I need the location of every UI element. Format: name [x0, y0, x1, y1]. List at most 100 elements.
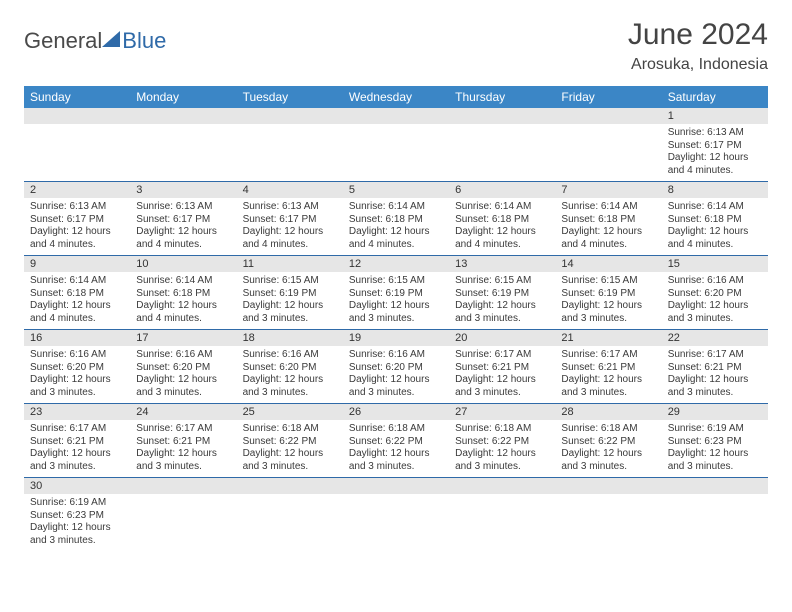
daylight-text: Daylight: 12 hours: [668, 300, 762, 313]
day-cell: Sunrise: 6:17 AMSunset: 6:21 PMDaylight:…: [130, 420, 236, 478]
day-cell: Sunrise: 6:15 AMSunset: 6:19 PMDaylight:…: [343, 272, 449, 330]
daylight-text: Daylight: 12 hours: [455, 374, 549, 387]
daylight-text: and 4 minutes.: [136, 239, 230, 252]
daylight-text: and 3 minutes.: [455, 461, 549, 474]
sunset-text: Sunset: 6:17 PM: [243, 214, 337, 227]
day-cell: Sunrise: 6:16 AMSunset: 6:20 PMDaylight:…: [662, 272, 768, 330]
sunset-text: Sunset: 6:22 PM: [455, 436, 549, 449]
sunrise-text: Sunrise: 6:17 AM: [455, 349, 549, 362]
sunset-text: Sunset: 6:17 PM: [136, 214, 230, 227]
day-cell: Sunrise: 6:14 AMSunset: 6:18 PMDaylight:…: [555, 198, 661, 256]
daylight-text: and 3 minutes.: [668, 461, 762, 474]
daylight-text: Daylight: 12 hours: [455, 300, 549, 313]
empty-cell: [237, 478, 343, 495]
daylight-text: and 4 minutes.: [561, 239, 655, 252]
day-number: 13: [449, 256, 555, 273]
daylight-text: Daylight: 12 hours: [561, 448, 655, 461]
daylight-text: Daylight: 12 hours: [30, 300, 124, 313]
daylight-text: and 3 minutes.: [136, 387, 230, 400]
day-detail-row: Sunrise: 6:14 AMSunset: 6:18 PMDaylight:…: [24, 272, 768, 330]
daylight-text: Daylight: 12 hours: [30, 374, 124, 387]
weekday-header: Wednesday: [343, 86, 449, 108]
daylight-text: and 3 minutes.: [30, 387, 124, 400]
daylight-text: and 3 minutes.: [243, 461, 337, 474]
daylight-text: Daylight: 12 hours: [668, 152, 762, 165]
sunset-text: Sunset: 6:18 PM: [136, 288, 230, 301]
daylight-text: Daylight: 12 hours: [561, 300, 655, 313]
logo-text-blue: Blue: [122, 28, 166, 54]
daylight-text: Daylight: 12 hours: [349, 300, 443, 313]
sunrise-text: Sunrise: 6:17 AM: [561, 349, 655, 362]
daylight-text: Daylight: 12 hours: [349, 374, 443, 387]
day-number: 20: [449, 330, 555, 347]
empty-cell: [237, 124, 343, 182]
sunset-text: Sunset: 6:21 PM: [136, 436, 230, 449]
sunset-text: Sunset: 6:20 PM: [668, 288, 762, 301]
day-cell: Sunrise: 6:13 AMSunset: 6:17 PMDaylight:…: [662, 124, 768, 182]
sunset-text: Sunset: 6:19 PM: [561, 288, 655, 301]
empty-cell: [662, 478, 768, 495]
day-number-row: 1: [24, 108, 768, 124]
sunset-text: Sunset: 6:18 PM: [30, 288, 124, 301]
daylight-text: Daylight: 12 hours: [136, 374, 230, 387]
sail-icon: [102, 31, 120, 47]
day-number: 7: [555, 182, 661, 199]
sunset-text: Sunset: 6:21 PM: [30, 436, 124, 449]
day-number: 8: [662, 182, 768, 199]
daylight-text: Daylight: 12 hours: [455, 226, 549, 239]
empty-cell: [555, 494, 661, 551]
day-detail-row: Sunrise: 6:17 AMSunset: 6:21 PMDaylight:…: [24, 420, 768, 478]
day-number: 23: [24, 404, 130, 421]
sunset-text: Sunset: 6:18 PM: [455, 214, 549, 227]
empty-cell: [130, 124, 236, 182]
day-cell: Sunrise: 6:18 AMSunset: 6:22 PMDaylight:…: [449, 420, 555, 478]
empty-cell: [449, 478, 555, 495]
daylight-text: Daylight: 12 hours: [243, 374, 337, 387]
sunset-text: Sunset: 6:23 PM: [30, 510, 124, 523]
day-number: 9: [24, 256, 130, 273]
day-number: 12: [343, 256, 449, 273]
empty-cell: [130, 108, 236, 124]
empty-cell: [24, 124, 130, 182]
empty-cell: [555, 108, 661, 124]
sunrise-text: Sunrise: 6:18 AM: [561, 423, 655, 436]
daylight-text: Daylight: 12 hours: [136, 300, 230, 313]
sunset-text: Sunset: 6:19 PM: [243, 288, 337, 301]
day-cell: Sunrise: 6:18 AMSunset: 6:22 PMDaylight:…: [343, 420, 449, 478]
daylight-text: and 3 minutes.: [455, 387, 549, 400]
daylight-text: and 3 minutes.: [455, 313, 549, 326]
daylight-text: and 4 minutes.: [668, 239, 762, 252]
day-cell: Sunrise: 6:16 AMSunset: 6:20 PMDaylight:…: [130, 346, 236, 404]
day-cell: Sunrise: 6:16 AMSunset: 6:20 PMDaylight:…: [343, 346, 449, 404]
empty-cell: [449, 108, 555, 124]
daylight-text: Daylight: 12 hours: [561, 226, 655, 239]
daylight-text: and 3 minutes.: [349, 461, 443, 474]
sunrise-text: Sunrise: 6:17 AM: [668, 349, 762, 362]
day-number: 28: [555, 404, 661, 421]
day-cell: Sunrise: 6:15 AMSunset: 6:19 PMDaylight:…: [237, 272, 343, 330]
daylight-text: Daylight: 12 hours: [349, 226, 443, 239]
day-number: 6: [449, 182, 555, 199]
daylight-text: and 3 minutes.: [561, 461, 655, 474]
empty-cell: [662, 494, 768, 551]
day-number: 27: [449, 404, 555, 421]
empty-cell: [343, 124, 449, 182]
daylight-text: Daylight: 12 hours: [561, 374, 655, 387]
day-cell: Sunrise: 6:19 AMSunset: 6:23 PMDaylight:…: [24, 494, 130, 551]
daylight-text: and 4 minutes.: [136, 313, 230, 326]
sunset-text: Sunset: 6:17 PM: [30, 214, 124, 227]
weekday-header: Saturday: [662, 86, 768, 108]
sunset-text: Sunset: 6:21 PM: [455, 362, 549, 375]
daylight-text: and 4 minutes.: [30, 313, 124, 326]
sunrise-text: Sunrise: 6:14 AM: [561, 201, 655, 214]
day-cell: Sunrise: 6:14 AMSunset: 6:18 PMDaylight:…: [343, 198, 449, 256]
day-number: 14: [555, 256, 661, 273]
day-detail-row: Sunrise: 6:13 AMSunset: 6:17 PMDaylight:…: [24, 124, 768, 182]
sunset-text: Sunset: 6:21 PM: [561, 362, 655, 375]
sunset-text: Sunset: 6:21 PM: [668, 362, 762, 375]
day-cell: Sunrise: 6:14 AMSunset: 6:18 PMDaylight:…: [24, 272, 130, 330]
sunset-text: Sunset: 6:20 PM: [136, 362, 230, 375]
calendar-body: 1Sunrise: 6:13 AMSunset: 6:17 PMDaylight…: [24, 108, 768, 551]
day-number: 17: [130, 330, 236, 347]
empty-cell: [555, 124, 661, 182]
